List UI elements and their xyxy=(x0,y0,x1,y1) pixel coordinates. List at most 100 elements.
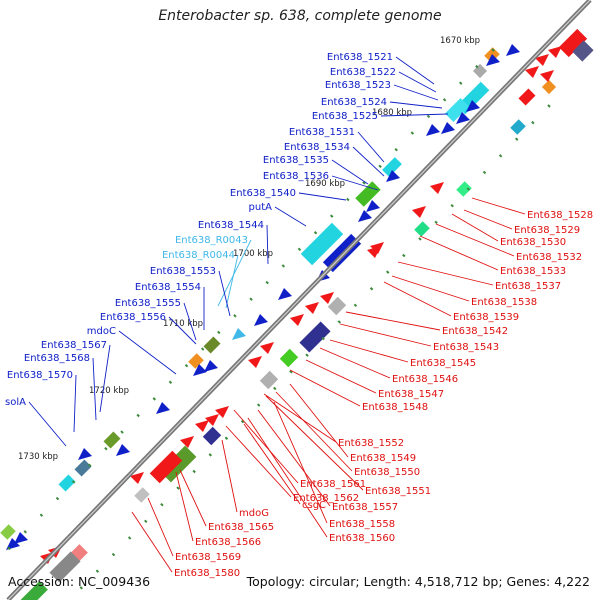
gene-arrow xyxy=(205,414,219,426)
gene-label-left: Ent638_1524 xyxy=(321,97,387,108)
leader-line xyxy=(266,224,269,265)
leader-line xyxy=(329,339,409,363)
gene-arrow xyxy=(78,448,92,460)
tick-mark xyxy=(120,430,124,434)
gene-arrow xyxy=(366,200,380,212)
gene-label-right: Ent638_1529 xyxy=(514,225,580,236)
gene-arrow xyxy=(130,472,144,484)
gene-labels: Ent638_1521 Ent638_1522 Ent638_1523 Ent638_… xyxy=(5,52,593,579)
tick-mark xyxy=(39,513,44,517)
tick-mark xyxy=(192,469,196,474)
ruler-label: 1720 kbp xyxy=(89,386,129,396)
gene-label-left: mdoC xyxy=(87,326,116,337)
gene-label-left: Ent638_1523 xyxy=(325,80,391,91)
gene-arrow xyxy=(540,70,554,82)
gene-label-left: Ent638_1540 xyxy=(230,188,296,199)
leader-line xyxy=(247,417,328,538)
tick-mark xyxy=(240,419,245,424)
leader-line xyxy=(73,374,77,433)
gene-arrow xyxy=(14,532,28,544)
tick-mark xyxy=(434,220,438,224)
gene-arrow xyxy=(254,314,268,326)
leader-line xyxy=(419,235,499,271)
leader-line xyxy=(389,101,443,109)
gene-label-left: Ent638_R0044 xyxy=(162,250,235,261)
tick-mark xyxy=(95,569,100,573)
gene-box xyxy=(103,431,121,449)
gene-label-right: Ent638_1562 xyxy=(293,493,359,504)
gene-box xyxy=(541,79,557,95)
gene-label-left: Ent638_1534 xyxy=(284,142,350,153)
leader-line xyxy=(471,197,526,215)
tick-mark xyxy=(305,353,309,357)
gene-box xyxy=(0,524,16,540)
gene-label-left: Ent638_1570 xyxy=(7,370,73,381)
gene-label-right: Ent638_1565 xyxy=(208,522,274,533)
tick-mark xyxy=(394,147,398,152)
ruler-label: 1680 kbp xyxy=(372,108,412,118)
gene-label-left: solA xyxy=(5,397,26,408)
leader-line xyxy=(225,425,292,498)
tick-mark xyxy=(88,463,92,468)
tick-mark xyxy=(459,81,463,85)
gene-label-right: Ent638_1539 xyxy=(453,312,519,323)
ruler-label: 1700 kbp xyxy=(233,249,273,259)
gene-box xyxy=(300,222,344,266)
gene-box xyxy=(355,181,381,207)
gene-label-right: Ent638_1533 xyxy=(500,266,566,277)
tick-mark xyxy=(289,370,293,374)
tick-mark xyxy=(346,197,350,202)
gene-box xyxy=(299,321,331,353)
tick-mark xyxy=(265,280,269,285)
leader-line xyxy=(168,316,197,345)
gene-arrow xyxy=(248,356,262,368)
leader-line xyxy=(274,206,307,227)
leader-line xyxy=(319,347,391,379)
leader-line xyxy=(289,383,349,458)
gene-label-right: Ent638_1537 xyxy=(495,281,561,292)
gene-label-left: Ent638_1531 xyxy=(289,127,355,138)
gene-box xyxy=(259,370,279,390)
gene-box xyxy=(279,348,299,368)
gene-label-left: Ent638_1553 xyxy=(150,266,216,277)
leader-line xyxy=(175,471,194,542)
leader-line xyxy=(131,511,173,573)
leader-line xyxy=(92,357,97,421)
tick-mark xyxy=(418,237,422,241)
gene-label-right: Ent638_1550 xyxy=(354,467,420,478)
tick-mark xyxy=(7,546,11,551)
leader-line xyxy=(393,84,439,101)
leader-line xyxy=(463,209,513,230)
gene-box xyxy=(558,28,588,58)
leader-line xyxy=(243,423,301,505)
gene-label-right: Ent638_1566 xyxy=(195,537,261,548)
leader-line xyxy=(391,275,470,302)
tick-mark xyxy=(127,536,132,540)
ruler-label: 1670 kbp xyxy=(440,36,480,46)
tick-mark xyxy=(362,181,366,185)
gene-box xyxy=(518,88,536,106)
tick-mark xyxy=(168,380,173,384)
gene-arrow xyxy=(548,46,562,58)
leader-line xyxy=(99,344,111,413)
leader-line xyxy=(345,311,441,331)
leader-line xyxy=(305,359,377,394)
tick-mark xyxy=(498,154,503,158)
genome-backbone xyxy=(6,0,592,600)
leader-line xyxy=(233,409,299,484)
tick-mark xyxy=(208,453,212,457)
tick-mark xyxy=(55,496,60,501)
leader-line xyxy=(275,391,353,472)
leader-line xyxy=(397,261,494,286)
tick-mark xyxy=(111,552,116,557)
gene-label-right: csgC xyxy=(302,500,326,511)
tick-mark xyxy=(217,330,221,335)
tick-mark xyxy=(249,297,253,301)
gene-label-right: Ent638_1542 xyxy=(442,326,508,337)
gene-box xyxy=(188,353,204,369)
leader-line xyxy=(183,302,197,341)
gene-label-right: Ent638_1547 xyxy=(378,389,444,400)
tick-mark xyxy=(176,486,180,490)
tick-mark xyxy=(330,214,334,218)
gene-label-left: Ent638_1554 xyxy=(135,282,201,293)
